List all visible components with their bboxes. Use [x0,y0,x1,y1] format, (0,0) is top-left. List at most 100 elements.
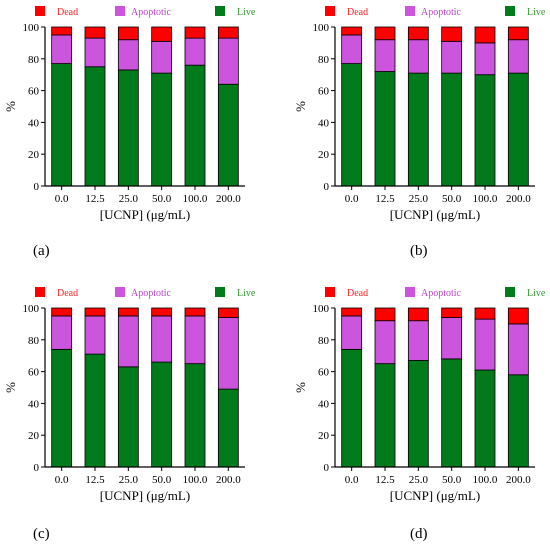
p4-legend-label-dead: Dead [347,288,368,299]
p3-x-axis-label: [UCNP] (μg/mL) [100,488,190,503]
p3-bar-live-3 [151,361,173,468]
p2-bar-dead-0 [341,26,363,36]
p4-y-tick-label-4: 80 [318,335,330,347]
p3-legend-label-live: Live [237,288,256,299]
p3-y-tick-label-0: 0 [34,462,40,474]
p3-bar-live-2 [117,366,139,468]
p4-bar-live-3 [441,358,463,468]
p2-x-tick-label-4: 100.0 [473,193,498,205]
p4-bar-apoptotic-1 [374,320,396,365]
p1-bar-dead-5 [217,26,239,39]
p3-legend-swatch-live [215,287,225,297]
p1-y-tick-label-5: 100 [23,22,40,34]
p2-y-tick-label-4: 80 [318,54,330,66]
p4-bar-apoptotic-5 [507,323,529,376]
p2-bar-dead-2 [407,26,429,41]
p2-x-tick-label-2: 25.0 [409,193,429,205]
p1-legend-label-apoptotic: Apoptotic [131,7,172,18]
p2-y-axis-label: % [293,101,308,112]
p3-y-axis-label: % [3,382,18,393]
p3-bar-live-0 [51,348,73,468]
p4-x-tick-label-4: 100.0 [473,474,498,486]
p3-x-tick-label-1: 12.5 [85,474,105,486]
p3-y-tick-label-2: 40 [28,398,40,410]
panel-label-b: (b) [410,243,428,259]
p1-legend-swatch-apoptotic [115,6,125,16]
p2-bar-apoptotic-1 [374,39,396,72]
p4-x-tick-label-5: 200.0 [506,474,531,486]
p2-y-tick-label-2: 40 [318,117,330,129]
p1-x-tick-label-5: 200.0 [216,193,241,205]
p2-legend-label-apoptotic: Apoptotic [421,7,462,18]
p2-bar-dead-5 [507,26,529,41]
p1-legend-label-live: Live [237,7,256,18]
p4-bar-apoptotic-3 [441,317,463,360]
p4-bar-dead-2 [407,307,429,322]
panel-label-d: (d) [410,526,428,542]
p2-bar-apoptotic-3 [441,40,463,74]
p4-bar-dead-4 [474,307,496,320]
p3-bar-dead-2 [117,307,139,317]
p2-legend-label-live: Live [527,7,546,18]
p1-bar-dead-1 [84,26,106,39]
p2-y-tick-label-5: 100 [313,22,330,34]
p2-bar-live-1 [374,71,396,187]
p3-y-tick-label-3: 60 [28,367,40,379]
p2-legend-swatch-apoptotic [405,6,415,16]
p3-bar-live-4 [184,363,206,468]
p1-bar-dead-4 [184,26,206,39]
p2-x-axis-label: [UCNP] (μg/mL) [390,207,480,222]
p4-x-tick-label-1: 12.5 [375,474,395,486]
p1-y-tick-label-2: 40 [28,117,40,129]
p3-x-tick-label-3: 50.0 [152,474,172,486]
p3-x-tick-label-5: 200.0 [216,474,241,486]
p1-bar-dead-3 [151,26,173,42]
p3-bar-apoptotic-0 [51,315,73,350]
p4-legend-label-live: Live [527,288,546,299]
p1-bar-apoptotic-5 [217,37,239,85]
p2-bar-apoptotic-5 [507,39,529,74]
p4-y-tick-label-0: 0 [324,462,330,474]
p3-bar-live-1 [84,353,106,468]
p2-legend-swatch-dead [325,6,335,16]
p3-x-tick-label-2: 25.0 [119,474,139,486]
p1-y-tick-label-4: 80 [28,54,40,66]
p2-bar-apoptotic-4 [474,42,496,76]
p2-y-tick-label-3: 60 [318,86,330,98]
p4-bar-dead-3 [441,307,463,318]
p3-bar-apoptotic-5 [217,317,239,390]
p3-legend-swatch-dead [35,287,45,297]
p3-bar-apoptotic-1 [84,315,106,355]
p4-y-tick-label-3: 60 [318,367,330,379]
p4-y-axis-label: % [293,382,308,393]
p4-bar-live-5 [507,374,529,468]
p1-x-tick-label-0: 0.0 [55,193,69,205]
p4-x-tick-label-3: 50.0 [442,474,462,486]
p2-bar-live-3 [441,72,463,187]
p2-bar-apoptotic-2 [407,39,429,74]
p2-bar-apoptotic-0 [341,34,363,64]
p2-bar-live-4 [474,74,496,187]
p3-legend-label-apoptotic: Apoptotic [131,288,172,299]
p1-bar-live-3 [151,72,173,187]
p4-y-tick-label-2: 40 [318,398,330,410]
p4-bar-live-4 [474,369,496,468]
p3-bar-dead-0 [51,307,73,317]
p1-x-axis-label: [UCNP] (μg/mL) [100,207,190,222]
p2-x-tick-label-3: 50.0 [442,193,462,205]
p4-legend-swatch-dead [325,287,335,297]
p3-y-tick-label-5: 100 [23,303,40,315]
p2-y-tick-label-0: 0 [324,181,330,193]
p1-bar-live-1 [84,66,106,187]
p2-x-tick-label-5: 200.0 [506,193,531,205]
p4-legend-label-apoptotic: Apoptotic [421,288,462,299]
p2-x-tick-label-0: 0.0 [345,193,359,205]
p1-x-tick-label-2: 25.0 [119,193,139,205]
p2-x-tick-label-1: 12.5 [375,193,395,205]
p1-y-tick-label-3: 60 [28,86,40,98]
p1-bar-live-2 [117,69,139,187]
p4-bar-live-1 [374,363,396,468]
p3-legend-label-dead: Dead [57,288,78,299]
p4-bar-apoptotic-0 [341,315,363,350]
